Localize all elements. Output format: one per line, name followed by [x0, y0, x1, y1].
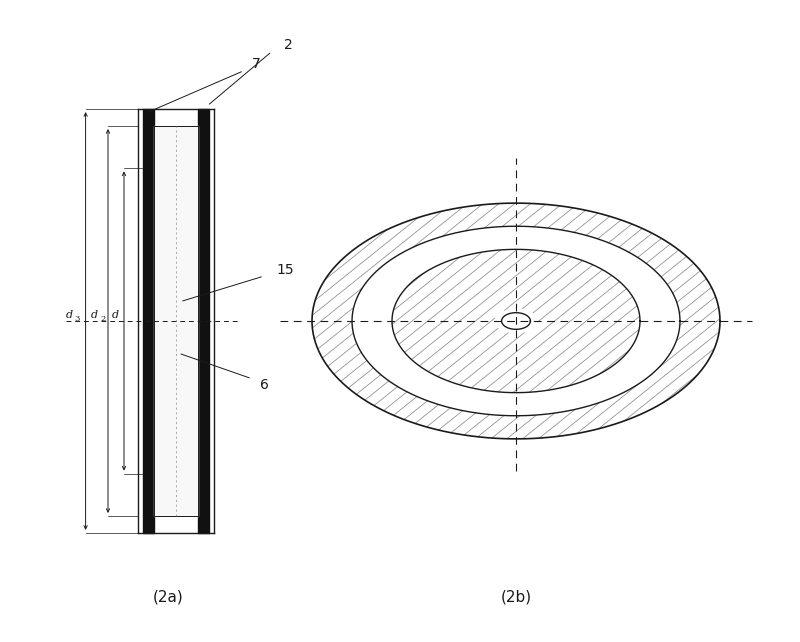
Text: 2: 2 — [100, 315, 106, 322]
Text: d: d — [66, 309, 73, 320]
Text: 2: 2 — [284, 38, 293, 52]
Text: (2b): (2b) — [501, 589, 531, 605]
Text: d: d — [91, 309, 98, 320]
Text: 3: 3 — [74, 315, 80, 322]
Text: d: d — [112, 309, 119, 320]
Text: 6: 6 — [260, 378, 269, 392]
Text: 7: 7 — [252, 57, 261, 71]
Text: (2a): (2a) — [153, 589, 183, 605]
Text: 15: 15 — [276, 263, 294, 277]
